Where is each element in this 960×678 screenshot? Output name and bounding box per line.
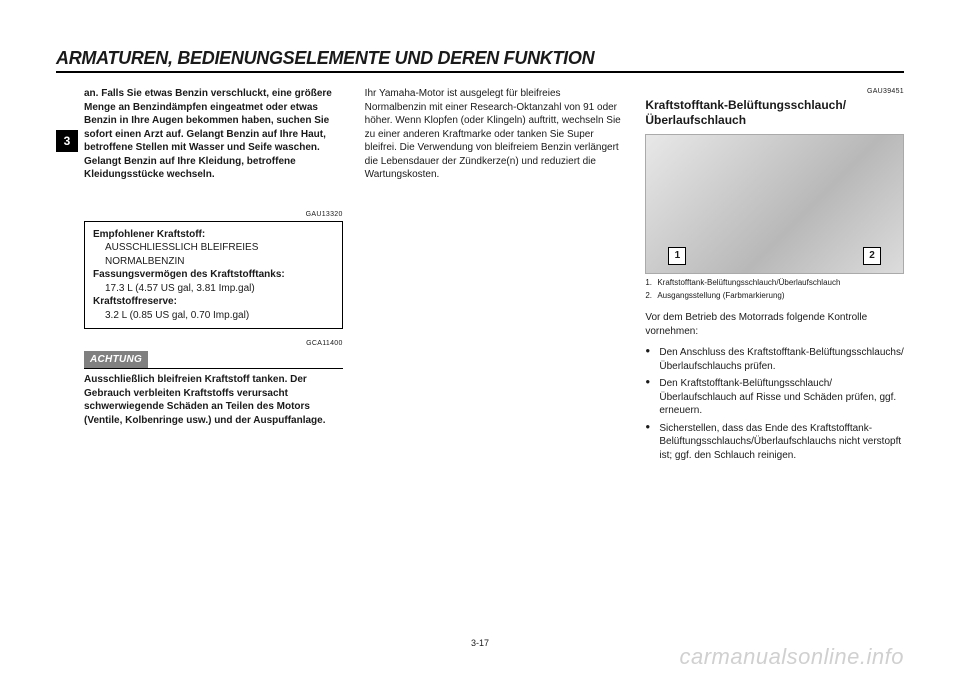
manual-page: ARMATUREN, BEDIENUNGSELEMENTE UND DEREN … xyxy=(0,0,960,678)
fuel-spec-box: Empfohlener Kraftstoff: AUSSCHLIESSLICH … xyxy=(84,221,343,330)
caution-text: Ausschließlich bleifreien Kraftstoff tan… xyxy=(84,373,343,427)
spec-value-fuel: AUSSCHLIESSLICH BLEIFREIES NORMALBENZIN xyxy=(93,241,334,268)
section-heading: Kraftstofftank-Belüftungsschlauch/Überla… xyxy=(645,98,904,128)
engine-fuel-text: Ihr Yamaha-Motor ist ausgelegt für bleif… xyxy=(365,87,624,182)
title-rule xyxy=(56,71,904,73)
figure-callout-2: 2 xyxy=(863,247,881,265)
warning-text: an. Falls Sie etwas Benzin verschluckt, … xyxy=(84,87,343,182)
spec-value-reserve: 3.2 L (0.85 US gal, 0.70 Imp.gal) xyxy=(93,309,334,323)
content-columns: an. Falls Sie etwas Benzin verschluckt, … xyxy=(56,87,904,466)
spec-label-fuel: Empfohlener Kraftstoff: xyxy=(93,228,334,242)
spec-label-reserve: Kraftstoffreserve: xyxy=(93,295,334,309)
check-intro: Vor dem Betrieb des Motorrads folgende K… xyxy=(645,311,904,338)
check-item-1: Den Anschluss des Kraftstofftank-Belüftu… xyxy=(645,346,904,373)
section-tab: 3 xyxy=(56,130,78,152)
check-item-3: Sicherstellen, dass das Ende des Kraftst… xyxy=(645,422,904,463)
check-list: Den Anschluss des Kraftstofftank-Belüftu… xyxy=(645,346,904,462)
watermark: carmanualsonline.info xyxy=(679,644,904,670)
caption-num-2: 2. xyxy=(645,291,657,301)
figure-caption-1: 1. Kraftstofftank-Belüftungsschlauch/Übe… xyxy=(645,278,904,288)
caption-text-2: Ausgangsstellung (Farbmarkierung) xyxy=(657,291,784,301)
check-item-2: Den Kraftstofftank-Belüftungsschlauch/Üb… xyxy=(645,377,904,418)
section-number: 3 xyxy=(56,130,78,152)
page-title: ARMATUREN, BEDIENUNGSELEMENTE UND DEREN … xyxy=(56,48,904,69)
column-3: GAU39451 Kraftstofftank-Belüftungsschlau… xyxy=(645,87,904,466)
hose-figure: 1 2 xyxy=(645,134,904,274)
ref-code-2: GCA11400 xyxy=(84,339,343,348)
figure-callout-1: 1 xyxy=(668,247,686,265)
column-1: an. Falls Sie etwas Benzin verschluckt, … xyxy=(56,87,343,466)
figure-caption-2: 2. Ausgangsstellung (Farbmarkierung) xyxy=(645,291,904,301)
caption-text-1: Kraftstofftank-Belüftungsschlauch/Überla… xyxy=(657,278,840,288)
ref-code-3: GAU39451 xyxy=(645,87,904,96)
caution-rule xyxy=(84,368,343,369)
column-2: Ihr Yamaha-Motor ist ausgelegt für bleif… xyxy=(365,87,624,466)
spec-label-capacity: Fassungsvermögen des Kraftstofftanks: xyxy=(93,268,334,282)
ref-code-1: GAU13320 xyxy=(84,210,343,219)
spec-value-capacity: 17.3 L (4.57 US gal, 3.81 Imp.gal) xyxy=(93,282,334,296)
caption-num-1: 1. xyxy=(645,278,657,288)
caution-badge: ACHTUNG xyxy=(84,351,148,369)
